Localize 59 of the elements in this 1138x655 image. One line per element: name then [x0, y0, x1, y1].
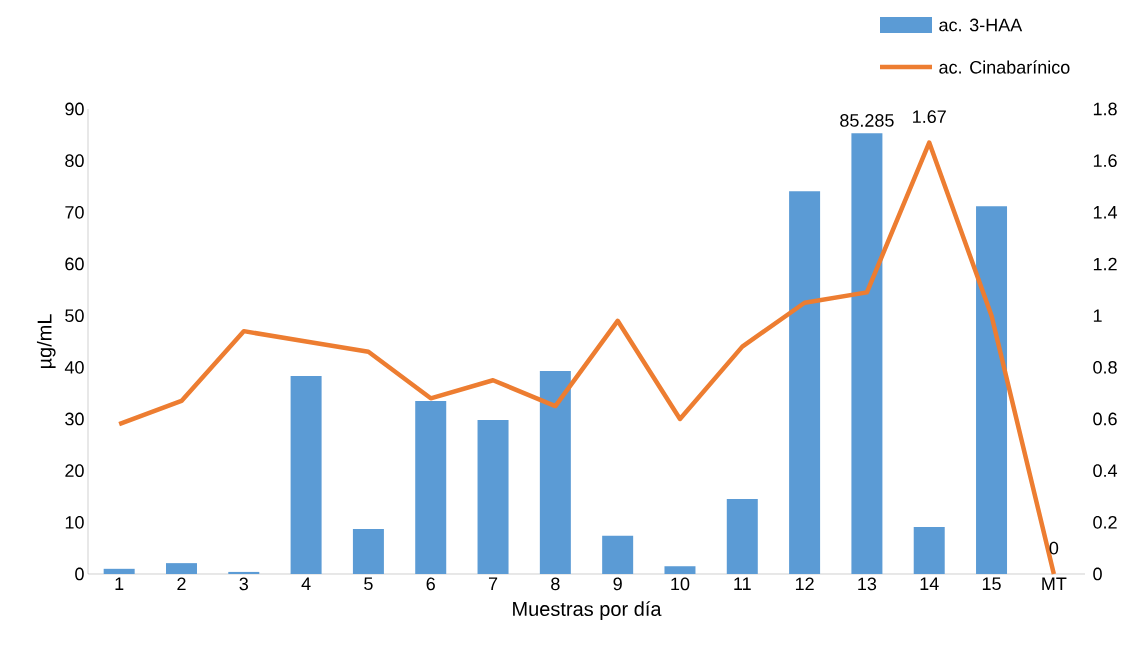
y-tick-label: 70	[65, 205, 84, 219]
bar	[789, 191, 821, 574]
bar	[913, 526, 945, 574]
y2-tick-label: 0.6	[1093, 412, 1117, 426]
x-tick-label: 7	[488, 577, 498, 590]
y2-tick-label: 0	[1093, 567, 1102, 581]
bar	[103, 568, 135, 574]
y2-tick-label: 1	[1093, 309, 1102, 322]
y2-tick-label: 1.6	[1093, 154, 1117, 168]
x-tick-label: 2	[177, 577, 186, 591]
y2-tick-label: 0.2	[1093, 515, 1117, 529]
y-tick-label: 90	[65, 102, 84, 116]
y2-tick-label: 0.4	[1093, 464, 1118, 478]
y-tick-label: 30	[65, 412, 84, 426]
y-axis-title: µg/mL	[36, 314, 56, 369]
x-tick-label: 11	[734, 577, 751, 590]
y-tick-label: 40	[64, 360, 84, 374]
bar	[851, 133, 883, 574]
x-tick-label: 8	[551, 577, 560, 591]
bar	[664, 566, 696, 574]
bar	[228, 571, 260, 574]
bar	[415, 400, 447, 574]
bar	[477, 420, 509, 574]
line-series	[116, 140, 1057, 577]
data-label: 85.285	[840, 114, 894, 127]
y-tick-label: 10	[65, 515, 84, 529]
bar	[602, 535, 634, 574]
bar	[165, 563, 197, 574]
x-tick-label: 3	[239, 577, 249, 591]
y-tick-label: 80	[65, 154, 84, 168]
x-tick-label: MT	[1042, 577, 1067, 590]
y2-tick-label: 0.8	[1093, 360, 1117, 374]
x-tick-label: 10	[671, 577, 690, 591]
y2-tick-label: 1.4	[1093, 206, 1118, 219]
x-tick-label: 6	[426, 577, 435, 591]
x-tick-label: 12	[795, 577, 814, 591]
y-tick-label: 60	[65, 257, 84, 271]
data-label: 1.67	[913, 110, 946, 124]
legend-label: ac. Cinabarínico	[939, 60, 1070, 74]
x-tick-label: 9	[613, 577, 622, 591]
y-tick-label: 0	[75, 567, 84, 581]
bar	[539, 370, 571, 574]
y-tick-label: 50	[65, 309, 84, 323]
x-tick-label: 1	[115, 577, 124, 590]
y2-tick-label: 1.2	[1093, 257, 1117, 271]
y2-tick-label: 1.8	[1093, 102, 1117, 116]
legend-label: ac. 3-HAA	[939, 18, 1023, 32]
x-axis-title: Muestras por día	[513, 601, 662, 621]
x-tick-label: 5	[364, 577, 373, 591]
bar	[976, 206, 1008, 574]
data-label: 0	[1049, 541, 1059, 555]
bar	[352, 529, 384, 574]
bar	[290, 376, 322, 574]
x-tick-label: 13	[858, 577, 877, 591]
bar	[726, 499, 758, 574]
y-tick-label: 20	[65, 464, 84, 478]
x-tick-label: 15	[982, 577, 1001, 591]
x-tick-label: 14	[920, 577, 939, 590]
x-tick-label: 4	[301, 577, 311, 590]
